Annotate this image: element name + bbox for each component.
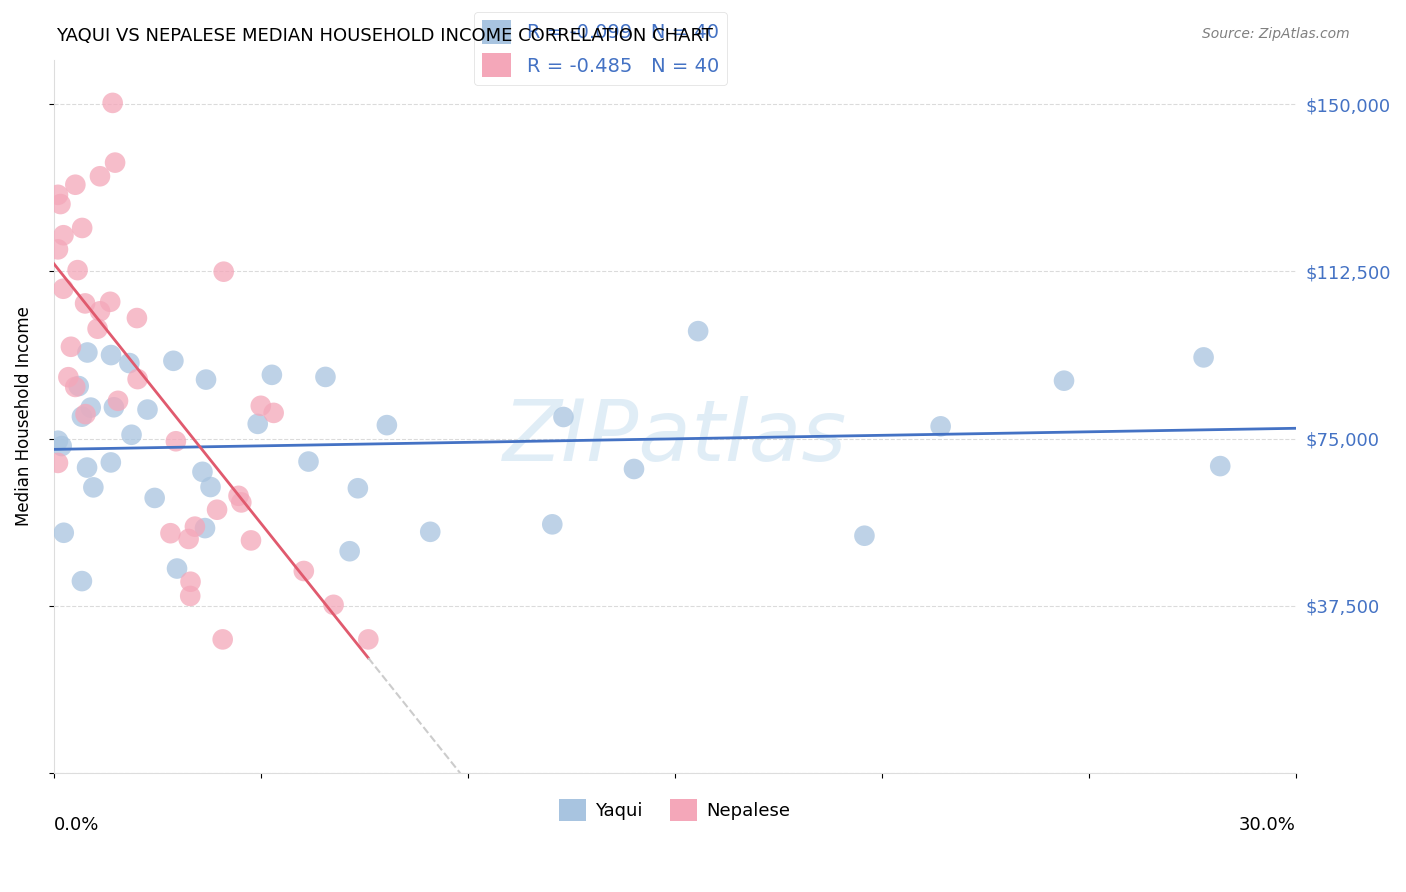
Point xyxy=(118,356,141,370)
Point xyxy=(180,574,202,589)
Point xyxy=(89,304,111,318)
Legend: Yaqui, Nepalese: Yaqui, Nepalese xyxy=(553,792,797,829)
Point xyxy=(314,370,336,384)
Point xyxy=(103,401,125,415)
Point xyxy=(357,632,380,647)
Point xyxy=(65,178,87,192)
Point xyxy=(121,427,143,442)
Text: YAQUI VS NEPALESE MEDIAN HOUSEHOLD INCOME CORRELATION CHART: YAQUI VS NEPALESE MEDIAN HOUSEHOLD INCOM… xyxy=(56,27,713,45)
Point xyxy=(98,294,121,309)
Point xyxy=(52,282,75,296)
Point xyxy=(127,372,149,386)
Point xyxy=(419,524,441,539)
Text: 30.0%: 30.0% xyxy=(1239,816,1296,834)
Point xyxy=(231,495,253,509)
Point xyxy=(212,265,235,279)
Point xyxy=(246,417,269,431)
Point xyxy=(101,95,124,110)
Point xyxy=(46,434,69,448)
Point xyxy=(70,221,93,235)
Point xyxy=(347,481,370,495)
Point xyxy=(46,243,69,257)
Point xyxy=(67,379,90,393)
Point xyxy=(107,393,129,408)
Point xyxy=(1192,351,1215,365)
Point xyxy=(159,526,181,541)
Point xyxy=(52,228,75,243)
Point xyxy=(125,311,148,326)
Point xyxy=(46,456,69,470)
Point xyxy=(249,399,271,413)
Point xyxy=(322,598,344,612)
Point xyxy=(136,402,159,417)
Point xyxy=(143,491,166,505)
Point xyxy=(162,353,184,368)
Point xyxy=(59,340,82,354)
Point xyxy=(541,517,564,532)
Point xyxy=(211,632,233,647)
Point xyxy=(263,406,285,420)
Point xyxy=(58,370,80,384)
Point xyxy=(339,544,361,558)
Point xyxy=(623,462,645,476)
Point xyxy=(75,296,97,310)
Point xyxy=(49,197,72,211)
Point xyxy=(70,409,93,424)
Y-axis label: Median Household Income: Median Household Income xyxy=(15,307,32,526)
Point xyxy=(297,454,319,468)
Point xyxy=(853,529,876,543)
Point xyxy=(375,418,398,433)
Point xyxy=(75,407,97,421)
Point xyxy=(240,533,263,548)
Point xyxy=(205,502,228,516)
Point xyxy=(86,321,108,335)
Point xyxy=(104,155,127,169)
Point xyxy=(553,409,575,424)
Point xyxy=(76,460,98,475)
Point xyxy=(194,521,217,535)
Point xyxy=(66,263,89,277)
Point xyxy=(51,439,73,453)
Point xyxy=(228,489,250,503)
Point xyxy=(100,348,122,362)
Point xyxy=(195,373,218,387)
Text: 0.0%: 0.0% xyxy=(53,816,100,834)
Point xyxy=(65,380,87,394)
Point xyxy=(76,345,98,359)
Point xyxy=(166,561,188,575)
Point xyxy=(100,455,122,469)
Point xyxy=(260,368,283,382)
Point xyxy=(80,401,103,415)
Point xyxy=(292,564,315,578)
Point xyxy=(46,187,69,202)
Point xyxy=(1053,374,1076,388)
Text: Source: ZipAtlas.com: Source: ZipAtlas.com xyxy=(1202,27,1350,41)
Point xyxy=(929,419,952,434)
Text: ZIPatlas: ZIPatlas xyxy=(503,396,846,479)
Point xyxy=(52,525,75,540)
Point xyxy=(165,434,187,449)
Point xyxy=(89,169,111,184)
Point xyxy=(184,519,207,533)
Point xyxy=(191,465,214,479)
Point xyxy=(200,480,222,494)
Point xyxy=(1209,459,1232,474)
Point xyxy=(70,574,93,588)
Point xyxy=(177,532,200,546)
Point xyxy=(179,589,201,603)
Point xyxy=(82,480,104,494)
Point xyxy=(688,324,710,338)
